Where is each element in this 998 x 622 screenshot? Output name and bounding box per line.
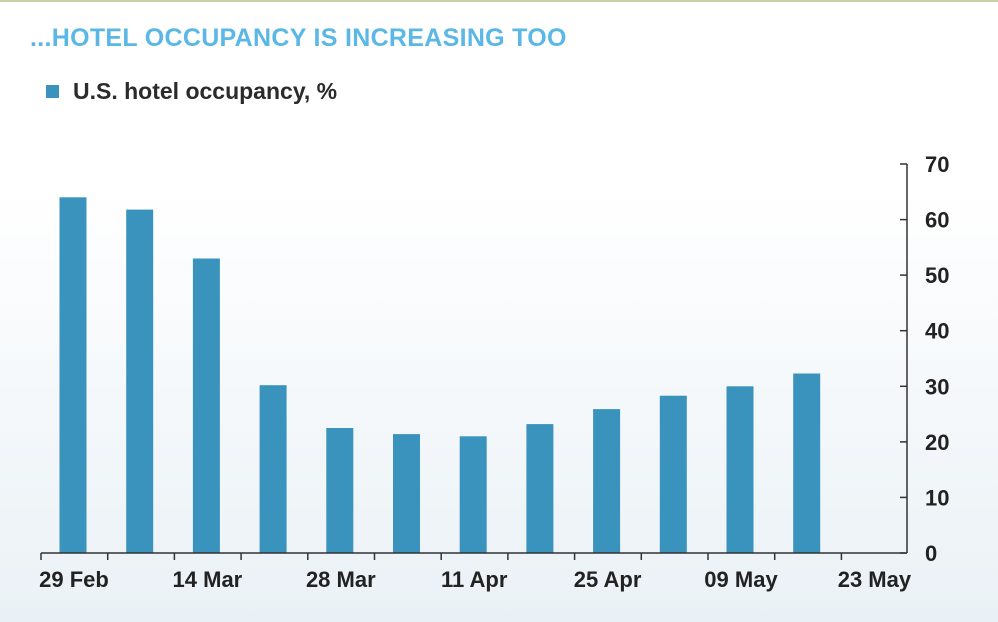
x-tick-label: 29 Feb xyxy=(39,567,109,592)
bar-2020-02-29 xyxy=(59,197,87,554)
y-tick-label: 20 xyxy=(925,430,949,455)
bar-2020-05-09 xyxy=(726,386,754,553)
bar-2020-04-18 xyxy=(526,424,554,553)
chart-title: ...HOTEL OCCUPANCY IS INCREASING TOO xyxy=(30,24,567,52)
y-tick-label: 30 xyxy=(925,374,949,399)
x-tick-label: 14 Mar xyxy=(173,567,243,592)
bar-2020-03-07 xyxy=(126,209,154,553)
y-tick-label: 70 xyxy=(925,152,949,177)
x-tick-label: 28 Mar xyxy=(306,567,376,592)
bar-2020-04-25 xyxy=(593,409,621,553)
bar-2020-03-21 xyxy=(259,385,287,553)
bar-2020-04-04 xyxy=(393,434,420,553)
x-tick-label: 23 May xyxy=(838,567,912,592)
bar-2020-04-11 xyxy=(459,436,487,553)
legend-label: U.S. hotel occupancy, % xyxy=(73,78,338,104)
y-tick-label: 60 xyxy=(925,208,949,233)
legend-swatch xyxy=(46,85,59,98)
bar-2020-05-02 xyxy=(659,395,687,553)
y-tick-label: 0 xyxy=(925,541,937,566)
x-tick-label: 09 May xyxy=(704,567,778,592)
legend: U.S. hotel occupancy, % xyxy=(46,78,337,105)
bar-2020-03-28 xyxy=(326,428,354,553)
x-tick-label: 11 Apr xyxy=(441,567,508,592)
x-tick-label: 25 Apr xyxy=(574,567,642,592)
y-tick-label: 10 xyxy=(925,485,949,510)
y-tick-label: 50 xyxy=(925,263,949,288)
y-tick-label: 40 xyxy=(925,319,949,344)
bar-2020-03-14 xyxy=(192,258,220,553)
bar-2020-05-16 xyxy=(793,373,821,553)
